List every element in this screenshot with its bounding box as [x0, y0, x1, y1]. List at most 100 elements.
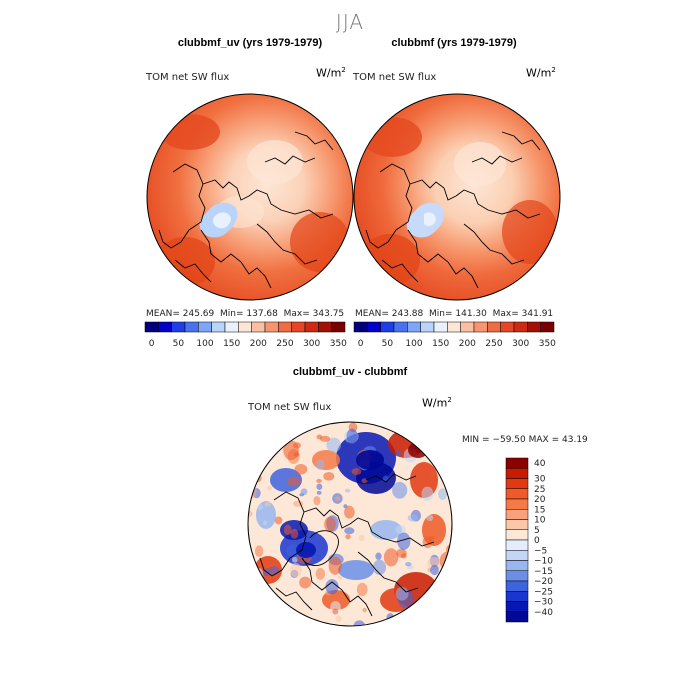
- diff-colorbar-swatch: [505, 560, 529, 571]
- diff-anomaly-blob: [319, 435, 331, 442]
- panel1-field-background: [147, 94, 353, 300]
- diff-colorbar-tick-label: 15: [534, 505, 545, 515]
- diff-anomaly-blob: [248, 546, 250, 552]
- diff-anomaly-blob: [326, 437, 342, 453]
- diff-anomaly-blob: [316, 483, 323, 490]
- panel1-stats: MEAN= 245.69 Min= 137.68 Max= 343.75: [146, 309, 345, 319]
- diff-colorbar-swatch: [505, 488, 529, 500]
- panel2-map-border: [353, 93, 561, 301]
- diff-coastlines: [259, 473, 435, 617]
- diff-anomaly-blob: [283, 440, 299, 461]
- diff-anomaly-blob: [372, 559, 387, 576]
- diff-anomaly-blob: [361, 478, 368, 484]
- diff-anomaly-blob: [274, 516, 283, 525]
- diff-anomaly-blob: [392, 481, 408, 499]
- diff-anomaly-blob: [396, 548, 407, 558]
- diff-colorbar-swatch: [505, 601, 529, 612]
- panel1-colorbar-swatch: [198, 321, 212, 333]
- diff-anomaly-blob: [259, 601, 268, 609]
- panel1-units: W/m2: [316, 66, 346, 80]
- panel2-colorbar-swatch: [433, 321, 448, 333]
- panel1-low-flux-region: [247, 140, 303, 184]
- panel1-colorbar-swatch: [278, 321, 292, 333]
- diff-colorbar-swatch: [505, 550, 529, 561]
- diff-anomaly-blob: [332, 608, 339, 615]
- panel1-colorbar-swatch: [184, 321, 199, 333]
- diff-colorbar-swatch: [505, 539, 529, 551]
- panel2-high-flux-region: [502, 200, 558, 264]
- panel2-colorbar-swatch: [407, 321, 421, 333]
- diff-anomaly-blob: [335, 615, 342, 623]
- diff-anomaly-blob: [445, 620, 452, 626]
- diff-anomaly-blob: [315, 459, 325, 470]
- diff-colorbar-swatch: [505, 611, 529, 623]
- season-title: JJA: [335, 10, 365, 34]
- diff-anomaly-blob: [383, 548, 399, 567]
- panel1-high-flux-region: [155, 237, 215, 287]
- diff-anomaly-blob: [278, 425, 284, 431]
- diff-colorbar-swatch: [505, 580, 529, 592]
- panel1-colorbar-swatch: [171, 321, 186, 333]
- diff-colorbar-tick-label: 25: [534, 485, 545, 495]
- panel2-field-background: [354, 94, 560, 300]
- diff-anomaly-blob: [356, 582, 368, 597]
- panel1-colorbar-swatch: [291, 321, 306, 333]
- panel1-high-flux-region: [160, 114, 220, 150]
- panel2-high-flux-region: [360, 234, 420, 286]
- panel2-colorbar-tick-label: 100: [405, 339, 422, 349]
- diff-anomaly-blob: [290, 528, 299, 539]
- diff-anomaly-blob: [447, 574, 452, 582]
- diff-colorbar-swatch: [505, 468, 529, 479]
- diff-colorbar-swatch: [505, 509, 529, 520]
- panel1-colorbar-swatch: [264, 321, 279, 333]
- panel2-greenland-low-core: [424, 212, 436, 227]
- diff-anomaly-blob: [248, 548, 249, 552]
- diff-anomaly-blob: [344, 505, 355, 519]
- diff-anomaly-blob: [312, 450, 340, 470]
- diff-anomaly-blob: [429, 535, 435, 541]
- diff-colorbar-swatch: [505, 519, 529, 530]
- panel2-coastlines: [365, 131, 541, 289]
- panel1-colorbar-swatch: [238, 321, 252, 333]
- diff-anomaly-blob: [338, 560, 374, 580]
- diff-anomaly-blob: [430, 564, 439, 576]
- diff-anomaly-blob: [421, 486, 434, 501]
- diff-anomaly-blob: [266, 486, 273, 491]
- panel1-colorbar-swatch: [158, 321, 172, 333]
- diff-anomaly-blob: [430, 472, 435, 478]
- diff-title: clubbmf_uv - clubbmf: [292, 366, 408, 378]
- diff-anomaly-blob: [358, 534, 365, 542]
- diff-anomaly-blob: [449, 554, 452, 560]
- diff-anomaly-blob: [248, 585, 255, 605]
- diff-colorbar-swatch: [505, 457, 529, 469]
- diff-anomaly-blob: [426, 514, 434, 522]
- panel1-title: clubbmf_uv (yrs 1979-1979): [177, 37, 323, 49]
- panel2-colorbar-tick-label: 50: [382, 339, 394, 349]
- panel1-colorbar-tick-label: 350: [330, 339, 347, 349]
- diff-anomaly-blob: [316, 490, 322, 495]
- diff-anomaly-blob: [323, 472, 335, 481]
- diff-anomaly-blob: [256, 454, 265, 463]
- panel1-high-flux-region: [290, 212, 350, 272]
- diff-anomaly-blob: [390, 621, 395, 626]
- diff-anomaly-blob: [408, 610, 416, 617]
- diff-anomaly-blob: [324, 516, 336, 532]
- diff-anomaly-blob: [263, 445, 268, 451]
- panel1-greenland-low-core: [212, 212, 231, 229]
- panel1-colorbar-tick-label: 0: [149, 339, 155, 349]
- diff-colorbar-tick-label: −15: [534, 567, 553, 577]
- panel1-colorbar-tick-label: 50: [173, 339, 185, 349]
- panel2-colorbar-swatch: [527, 321, 541, 333]
- diff-map-border: [247, 421, 453, 627]
- diff-anomaly-blob: [395, 586, 409, 601]
- diff-anomaly-blob: [316, 478, 322, 483]
- panel2-colorbar-tick-label: 0: [358, 339, 364, 349]
- panel1-colorbar-tick-label: 200: [250, 339, 267, 349]
- diff-anomaly-blob: [380, 422, 385, 424]
- diff-anomaly-blob: [328, 556, 342, 575]
- panel2-colorbar-swatch: [473, 321, 488, 333]
- panel1-colorbar-swatch: [318, 321, 332, 333]
- diff-anomaly-blob: [275, 425, 291, 436]
- diff-anomaly-blob: [421, 438, 432, 447]
- panel2-colorbar-swatch: [540, 321, 555, 333]
